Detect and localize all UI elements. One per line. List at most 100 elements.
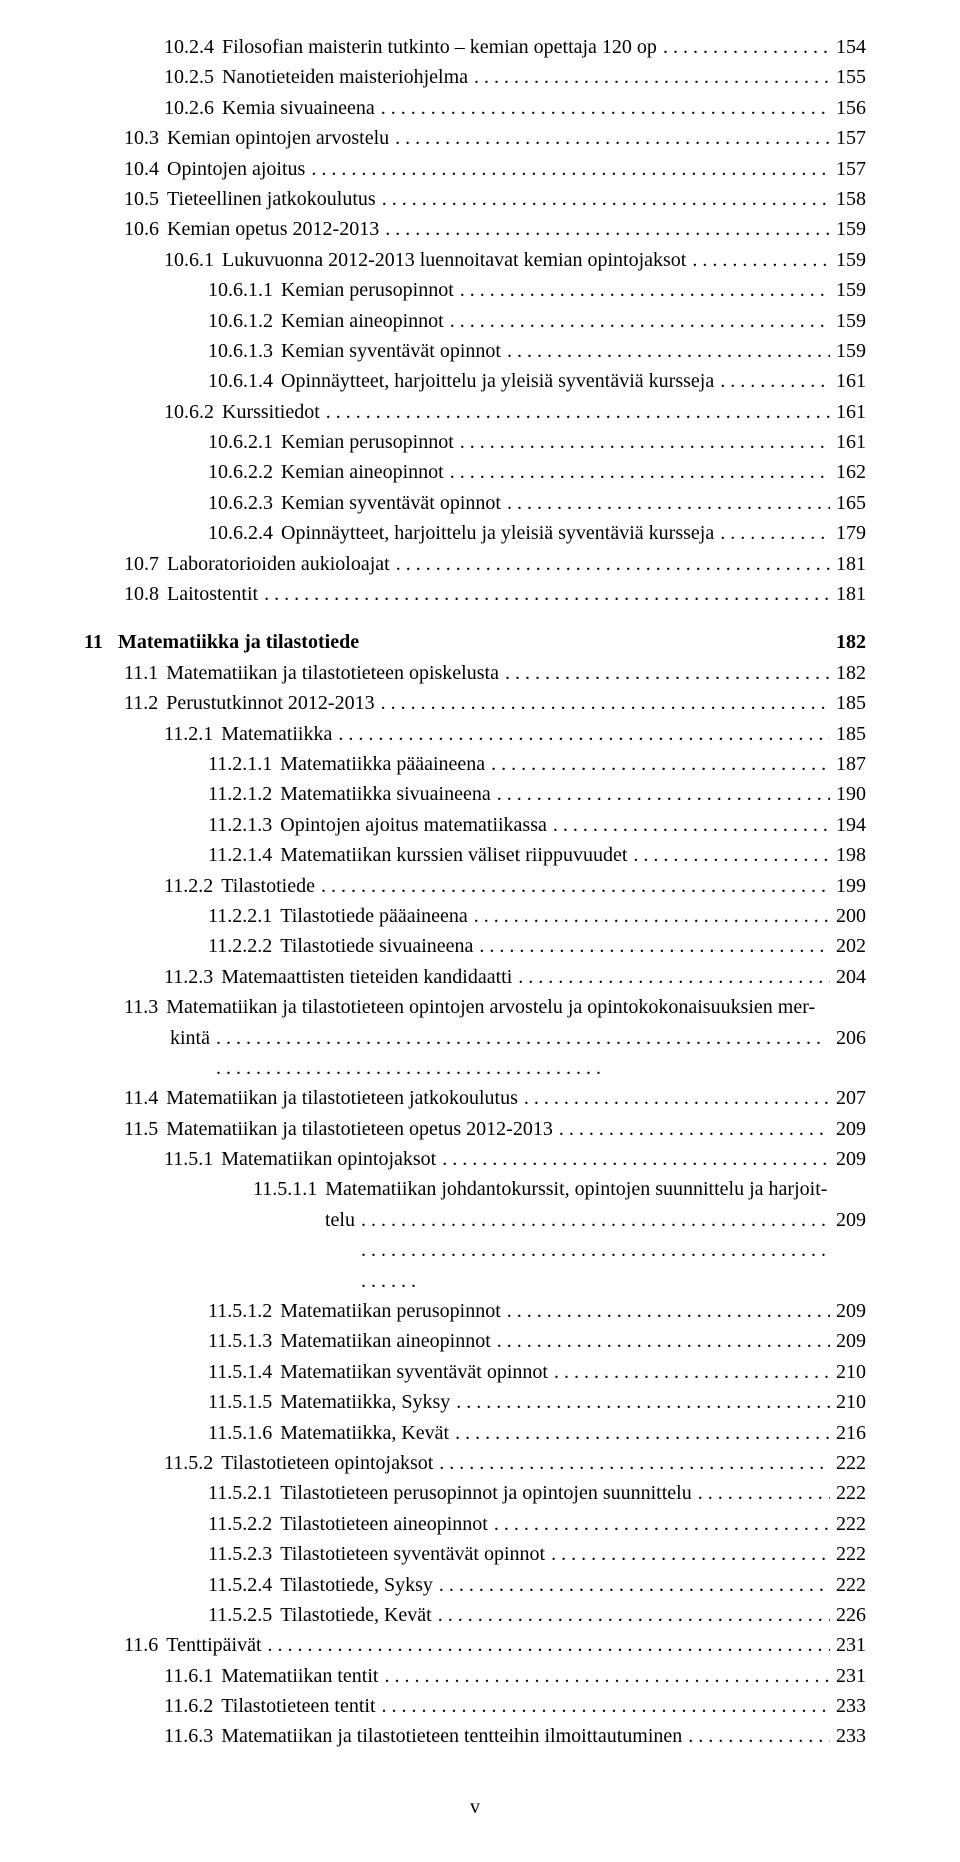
toc-number: 10.6.2.4 <box>208 518 281 548</box>
toc-number: 11.2.1.3 <box>208 810 280 840</box>
toc-title: Tilastotieteen tentit <box>221 1691 381 1721</box>
toc-entry: 11.5.1.2Matematiikan perusopinnot209 <box>84 1296 866 1326</box>
toc-title: Tilastotiede sivuaineena <box>280 931 479 961</box>
toc-number: 11.2.1.4 <box>208 840 280 870</box>
toc-entry: 11.5.2.3Tilastotieteen syventävät opinno… <box>84 1539 866 1569</box>
toc-page: 159 <box>830 336 866 366</box>
toc-number: 10.6.1 <box>164 245 222 275</box>
toc-number: 11.5.2 <box>164 1448 221 1478</box>
toc-number: 10.6.1.1 <box>208 275 281 305</box>
toc-title: Tilastotieteen syventävät opinnot <box>280 1539 551 1569</box>
toc-leader-dots <box>720 518 830 548</box>
toc-number: 10.6 <box>124 214 167 244</box>
toc-chapter-number: 11 <box>84 627 118 657</box>
toc-title-cont: telu <box>325 1205 361 1235</box>
toc-entry: 11.5.2.4Tilastotiede, Syksy222 <box>84 1570 866 1600</box>
toc-title: Opinnäytteet, harjoittelu ja yleisiä syv… <box>281 366 720 396</box>
toc-title: Nanotieteiden maisteriohjelma <box>222 62 474 92</box>
toc-leader-dots <box>507 336 830 366</box>
toc-entry: 11.2Perustutkinnot 2012-2013185 <box>84 688 866 718</box>
toc-entry: 11.2.2Tilastotiede199 <box>84 871 866 901</box>
toc-title: Opinnäytteet, harjoittelu ja yleisiä syv… <box>281 518 720 548</box>
toc-entry: 11.2.2.2Tilastotiede sivuaineena202 <box>84 931 866 961</box>
toc-page: 159 <box>830 275 866 305</box>
toc-leader-dots <box>507 1296 830 1326</box>
toc-entry: 11.6.1Matematiikan tentit231 <box>84 1661 866 1691</box>
toc-title: Matematiikan ja tilastotieteen opetus 20… <box>166 1114 559 1144</box>
toc-title: Matematiikan ja tilastotieteen jatkokoul… <box>166 1083 524 1113</box>
toc-title: Kemian syventävät opinnot <box>281 488 507 518</box>
toc-number: 11.5.2.1 <box>208 1478 280 1508</box>
toc-page: 209 <box>830 1205 866 1235</box>
toc-page: 158 <box>830 184 866 214</box>
toc-number: 11.6.2 <box>164 1691 221 1721</box>
toc-page: 206 <box>830 1023 866 1053</box>
toc-page: 210 <box>830 1387 866 1417</box>
toc-page: 231 <box>830 1661 866 1691</box>
toc-entry: 10.6.2.4Opinnäytteet, harjoittelu ja yle… <box>84 518 866 548</box>
toc-number: 10.2.4 <box>164 32 222 62</box>
toc-title: Kemian perusopinnot <box>281 427 460 457</box>
toc-title: Matematiikan tentit <box>221 1661 384 1691</box>
toc-number: 11.6.3 <box>164 1721 221 1751</box>
toc-page: 162 <box>830 457 866 487</box>
toc-leader-dots <box>479 931 830 961</box>
toc-page: 155 <box>830 62 866 92</box>
toc-chapter-page: 182 <box>830 627 866 657</box>
toc-title: Tilastotiede, Kevät <box>280 1600 437 1630</box>
toc-leader-dots <box>474 901 830 931</box>
toc-entry: 11.6.2Tilastotieteen tentit233 <box>84 1691 866 1721</box>
toc-number: 11.2.1.1 <box>208 749 280 779</box>
toc-number: 11.5.1.6 <box>208 1418 280 1448</box>
toc-leader-dots <box>450 457 830 487</box>
toc-entry: 10.8Laitostentit181 <box>84 579 866 609</box>
toc-leader-dots <box>361 1205 830 1296</box>
toc-leader-dots <box>507 488 830 518</box>
toc-title: Tenttipäivät <box>166 1630 267 1660</box>
toc-page: 222 <box>830 1570 866 1600</box>
toc-entry: 11.5.1Matematiikan opintojaksot209 <box>84 1144 866 1174</box>
toc-title: Matematiikan kurssien väliset riippuvuud… <box>280 840 633 870</box>
toc-number: 11.1 <box>124 658 166 688</box>
toc-page: 222 <box>830 1509 866 1539</box>
toc-entry: 11.5.1.3Matematiikan aineopinnot209 <box>84 1326 866 1356</box>
toc-number: 10.4 <box>124 154 167 184</box>
toc-leader-dots <box>438 1600 830 1630</box>
toc-entry: 11.2.1.2Matematiikka sivuaineena190 <box>84 779 866 809</box>
toc-leader-dots <box>688 1721 830 1751</box>
toc-page: 182 <box>830 658 866 688</box>
toc-title: Lukuvuonna 2012-2013 luennoitavat kemian… <box>222 245 692 275</box>
toc-number: 11.5.2.3 <box>208 1539 280 1569</box>
toc-entry: 10.6.2.3Kemian syventävät opinnot165 <box>84 488 866 518</box>
toc-title: Matematiikan ja tilastotieteen tentteihi… <box>221 1721 688 1751</box>
toc-entry: 10.6.1.2Kemian aineopinnot159 <box>84 306 866 336</box>
toc-page: 222 <box>830 1539 866 1569</box>
toc-page: 222 <box>830 1478 866 1508</box>
toc-number: 11.4 <box>124 1083 166 1113</box>
toc-entry: 10.6.1.3Kemian syventävät opinnot159 <box>84 336 866 366</box>
toc-entry: 11.5.2.2Tilastotieteen aineopinnot222 <box>84 1509 866 1539</box>
toc-leader-dots <box>382 1691 830 1721</box>
toc-leader-dots <box>497 779 830 809</box>
toc-leader-dots <box>385 214 830 244</box>
toc-number: 10.5 <box>124 184 167 214</box>
toc-page: 159 <box>830 245 866 275</box>
toc-leader-dots <box>518 962 830 992</box>
toc-title: Matematiikan aineopinnot <box>280 1326 497 1356</box>
toc-page: 179 <box>830 518 866 548</box>
toc-title: Tilastotieteen opintojaksot <box>221 1448 439 1478</box>
toc-title: Tilastotieteen perusopinnot ja opintojen… <box>280 1478 697 1508</box>
toc-leader-dots <box>559 1114 830 1144</box>
toc-title: Tilastotieteen aineopinnot <box>280 1509 494 1539</box>
toc-number: 11.5.2.5 <box>208 1600 280 1630</box>
toc-page: 154 <box>830 32 866 62</box>
toc-page: 161 <box>830 366 866 396</box>
toc-line-1: 11.3Matematiikan ja tilastotieteen opint… <box>124 992 866 1022</box>
toc-page: 216 <box>830 1418 866 1448</box>
toc-page: 209 <box>830 1144 866 1174</box>
toc-title: Kemian aineopinnot <box>281 306 450 336</box>
toc-page: 231 <box>830 1630 866 1660</box>
toc-title: Tieteellinen jatkokoulutus <box>167 184 382 214</box>
toc-page: 187 <box>830 749 866 779</box>
toc-title: Matematiikka <box>221 719 338 749</box>
